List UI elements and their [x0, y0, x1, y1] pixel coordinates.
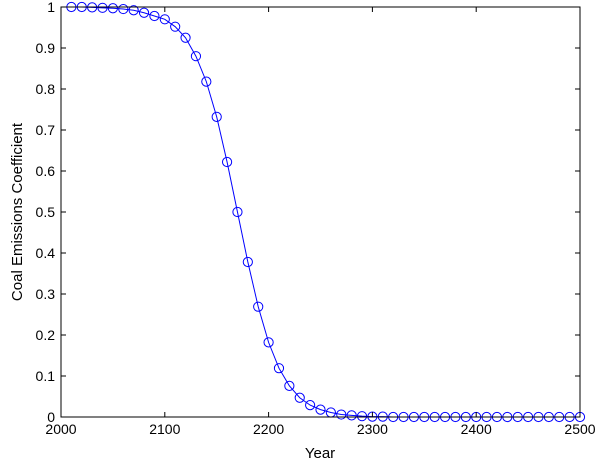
data-point [253, 301, 264, 312]
y-tick-label: 0.8 [36, 81, 56, 97]
y-tick-label: 0.1 [36, 368, 56, 384]
y-tick-label: 1 [47, 0, 55, 15]
y-tick-label: 0.6 [36, 163, 56, 179]
x-tick-label: 2100 [149, 421, 180, 437]
x-tick-label: 2400 [461, 421, 492, 437]
y-tick-label: 0.4 [36, 245, 56, 261]
data-point [336, 409, 347, 420]
tick-labels: 2000 2100 2200 2300 2400 2500 0 0.1 0.2 0.3 0.4 0.5… [36, 0, 596, 437]
data-point [180, 32, 191, 43]
plot-frame [60, 6, 581, 418]
y-tick-label: 0 [47, 409, 55, 425]
data-point [201, 76, 212, 87]
data-point [294, 392, 305, 403]
data-point [107, 3, 119, 14]
y-tick-label: 0.7 [36, 122, 56, 138]
x-tick-label: 2000 [45, 421, 76, 437]
data-point [138, 7, 150, 18]
data-point [118, 3, 129, 15]
data-point [128, 5, 139, 16]
y-tick-label: 0.3 [36, 286, 56, 302]
data-point [159, 14, 170, 25]
data-point [221, 156, 233, 168]
data-point [211, 111, 222, 122]
x-tick-label: 2500 [564, 421, 595, 437]
y-tick-label: 0.5 [36, 204, 56, 220]
data-point [284, 380, 295, 391]
y-axis-label: Coal Emissions Coefficient [9, 122, 26, 301]
data-point [305, 400, 316, 411]
data-point [273, 363, 285, 374]
data-point [356, 411, 368, 422]
data-point [315, 404, 326, 415]
x-axis-label: Year [305, 445, 335, 462]
data-point [190, 51, 202, 62]
data-point [232, 206, 243, 218]
data-point [346, 410, 357, 421]
x-tick-label: 2300 [357, 421, 388, 437]
data-point [263, 337, 274, 348]
y-tick-label: 0.2 [36, 327, 56, 343]
data-point [149, 10, 160, 22]
data-point [97, 2, 108, 13]
x-tick-label: 2200 [253, 421, 284, 437]
data-point [170, 21, 181, 32]
data-point [242, 256, 253, 268]
y-tick-label: 0.9 [36, 40, 56, 56]
